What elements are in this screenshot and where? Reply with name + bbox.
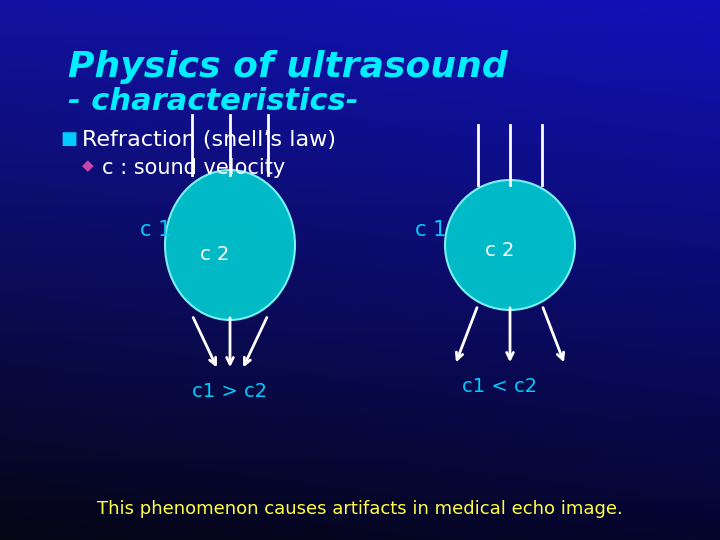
Text: c 2: c 2: [485, 240, 515, 260]
Text: This phenomenon causes artifacts in medical echo image.: This phenomenon causes artifacts in medi…: [97, 500, 623, 518]
Text: c1 > c2: c1 > c2: [192, 382, 268, 401]
Text: c 2: c 2: [200, 246, 230, 265]
Text: - characteristics-: - characteristics-: [68, 87, 359, 116]
Text: Physics of ultrasound: Physics of ultrasound: [68, 50, 508, 84]
Ellipse shape: [445, 180, 575, 310]
Text: Refraction (snell’s law): Refraction (snell’s law): [82, 130, 336, 150]
Text: c1 < c2: c1 < c2: [462, 377, 538, 396]
Ellipse shape: [165, 170, 295, 320]
Text: c 1: c 1: [140, 220, 171, 240]
Text: ◆: ◆: [82, 158, 94, 173]
Text: c 1: c 1: [415, 220, 446, 240]
Text: c : sound velocity: c : sound velocity: [102, 158, 285, 178]
Text: ■: ■: [60, 130, 77, 148]
